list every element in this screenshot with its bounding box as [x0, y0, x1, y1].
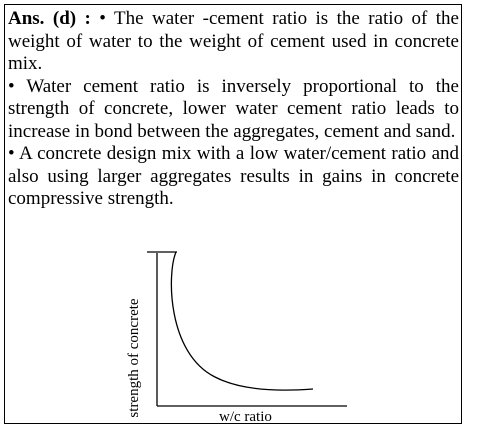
answer-box: Ans. (d) : • The water -cement ratio is … [4, 4, 462, 427]
point-1: Ans. (d) : • The water -cement ratio is … [8, 8, 459, 76]
bullet-2: • [8, 75, 15, 97]
point-3-text: A concrete design mix with a low water/c… [8, 143, 460, 209]
bullet-3: • [8, 143, 15, 164]
graph-drawing [147, 251, 347, 407]
point-1-text: The water -cement ratio is the ratio of … [8, 8, 459, 74]
answer-prefix: Ans. (d) : [8, 8, 91, 29]
strength-vs-wc-graph: strength of concrete w/c ratio [123, 243, 355, 427]
strength-curve [170, 251, 314, 391]
x-axis-label: w/c ratio [219, 409, 272, 425]
point-2-text: Water cement ratio is inversely proporti… [8, 75, 459, 142]
y-axis-label: strength of concrete [126, 298, 142, 418]
bullet-1: • [99, 8, 106, 29]
point-2: • Water cement ratio is inversely propor… [8, 76, 459, 144]
point-3: • A concrete design mix with a low water… [8, 143, 459, 211]
